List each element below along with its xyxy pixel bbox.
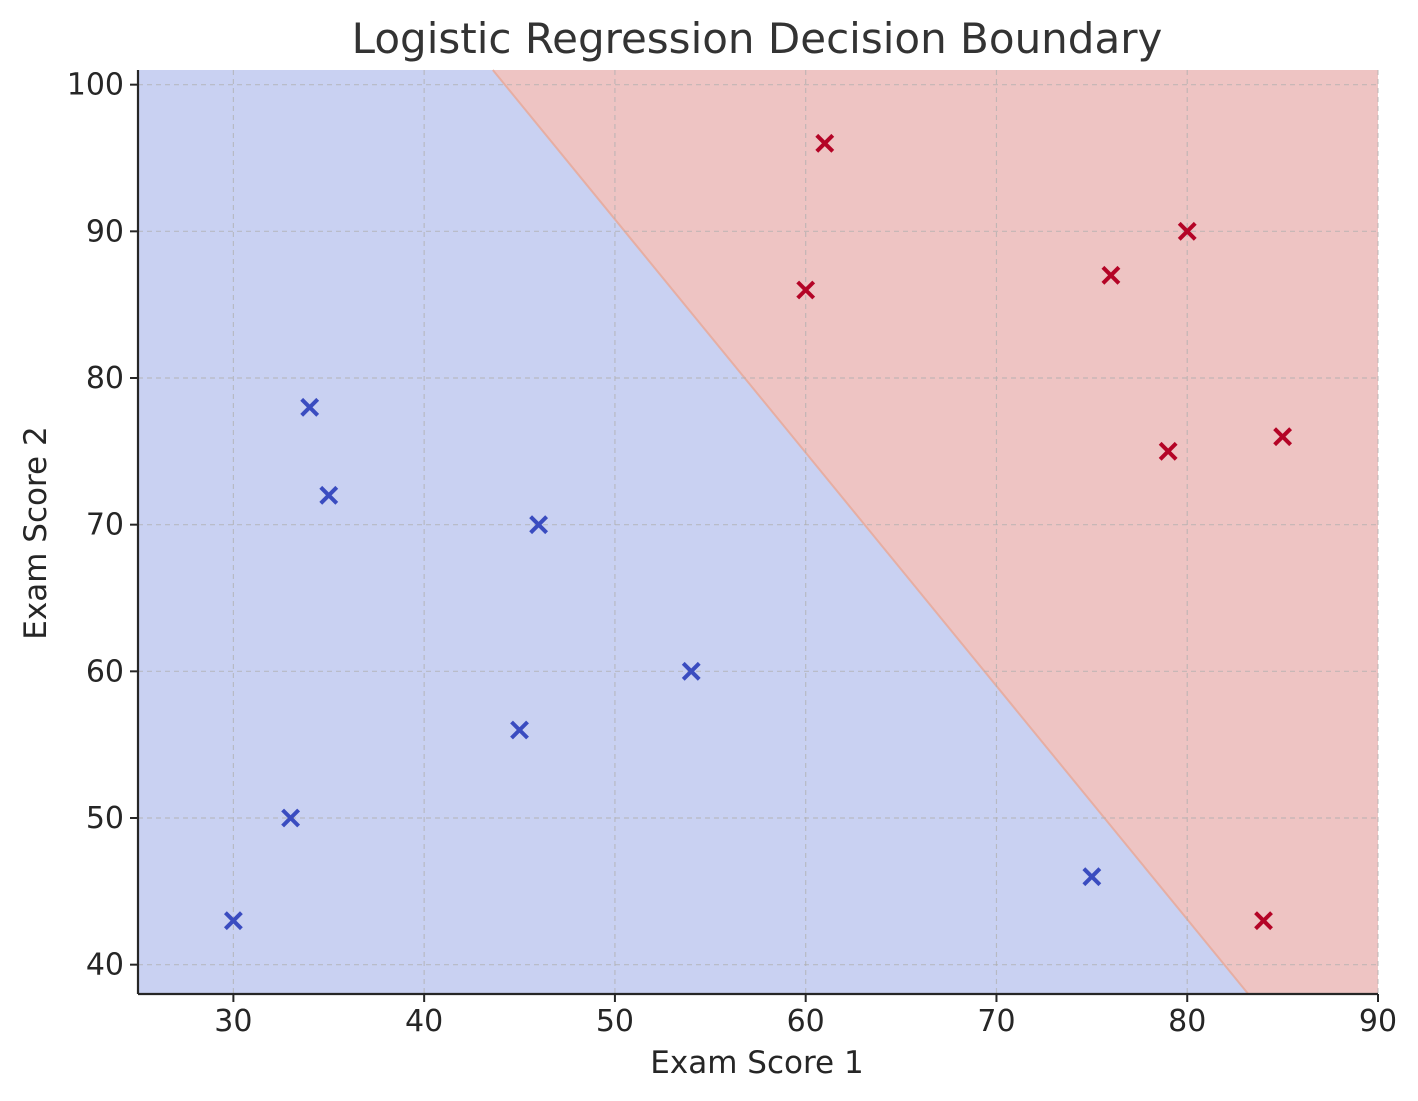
data-point <box>281 808 301 828</box>
data-point <box>1177 221 1197 241</box>
data-point <box>1082 867 1102 887</box>
x-tick-label: 40 <box>405 1004 443 1039</box>
y-tick-label: 90 <box>86 214 124 249</box>
x-axis-label: Exam Score 1 <box>650 1045 863 1081</box>
y-tick-label: 60 <box>86 654 124 689</box>
data-point <box>1158 441 1178 461</box>
data-point <box>796 280 816 300</box>
decision-regions <box>138 69 1378 995</box>
chart-title: Logistic Regression Decision Boundary <box>352 14 1163 63</box>
decision-boundary-line <box>492 69 1250 995</box>
data-points <box>223 133 1293 931</box>
y-tick-label: 80 <box>86 361 124 396</box>
grid <box>138 70 1379 994</box>
y-tick-label: 40 <box>86 948 124 983</box>
y-axis-label: Exam Score 2 <box>18 426 54 639</box>
x-tick-label: 90 <box>1359 1004 1397 1039</box>
negative-region <box>138 70 1249 994</box>
x-tick-label: 50 <box>596 1004 634 1039</box>
y-tick-label: 50 <box>86 801 124 836</box>
x-tick-label: 70 <box>977 1004 1015 1039</box>
data-point <box>1273 427 1293 447</box>
data-point <box>319 485 339 505</box>
y-tick-label: 100 <box>67 68 124 103</box>
data-point <box>1101 265 1121 285</box>
data-point <box>681 661 701 681</box>
positive-region <box>492 70 1378 994</box>
x-tick-label: 80 <box>1168 1004 1206 1039</box>
x-tick-label: 30 <box>214 1004 252 1039</box>
axes: 30 40 50 60 70 80 90 40 50 60 70 80 90 100 <box>67 68 1397 1039</box>
data-point <box>223 911 243 931</box>
data-point <box>1254 911 1273 931</box>
data-point <box>815 133 835 153</box>
data-point <box>529 515 549 535</box>
y-tick-label: 70 <box>86 508 124 543</box>
x-tick-label: 60 <box>787 1004 825 1039</box>
data-point <box>510 720 529 740</box>
data-point <box>300 397 320 417</box>
